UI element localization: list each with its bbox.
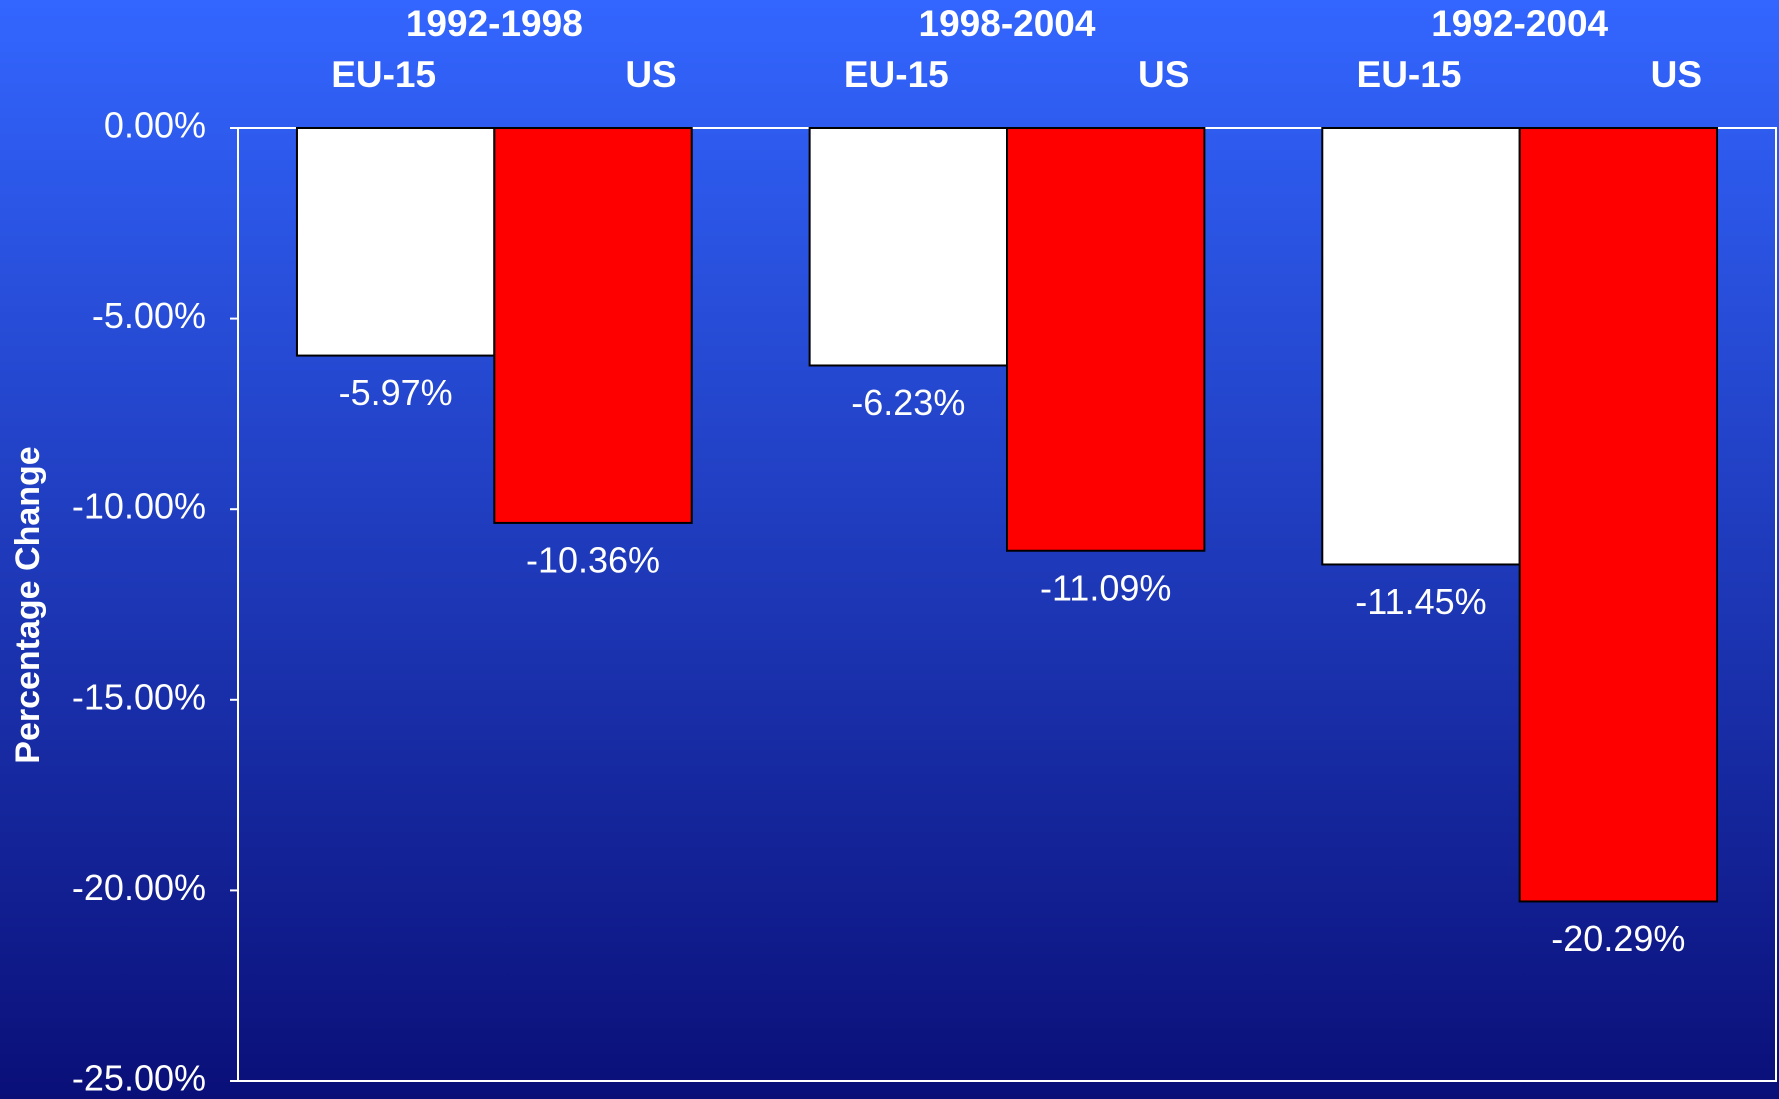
y-axis-label: Percentage Change: [9, 446, 47, 763]
category-label: 1992-2004: [1431, 3, 1608, 44]
series-label: US: [625, 54, 676, 95]
y-tick-label: -10.00%: [72, 486, 206, 527]
series-label: US: [1138, 54, 1189, 95]
bar: [808, 127, 1009, 367]
value-label: -10.36%: [526, 539, 660, 580]
value-label: -11.45%: [1355, 581, 1486, 622]
series-label: EU-15: [844, 54, 949, 95]
y-tick-label: -5.00%: [92, 295, 206, 336]
value-label: -5.97%: [339, 372, 453, 413]
category-label: 1998-2004: [919, 3, 1096, 44]
bar: [1321, 127, 1521, 566]
series-label: US: [1651, 54, 1702, 95]
category-label: 1992-1998: [406, 3, 583, 44]
value-label: -11.09%: [1040, 567, 1171, 608]
y-tick-label: 0.00%: [104, 105, 206, 146]
y-tick-label: -20.00%: [72, 867, 206, 908]
bar: [295, 127, 496, 357]
y-tick-label: -25.00%: [72, 1058, 206, 1099]
bar: [1006, 127, 1206, 552]
series-label: EU-15: [1357, 54, 1462, 95]
value-label: -6.23%: [851, 382, 965, 423]
series-label: EU-15: [331, 54, 436, 95]
value-label: -20.29%: [1551, 918, 1685, 959]
bar: [493, 127, 693, 524]
bar: [1518, 127, 1719, 903]
y-tick-label: -15.00%: [72, 676, 206, 717]
